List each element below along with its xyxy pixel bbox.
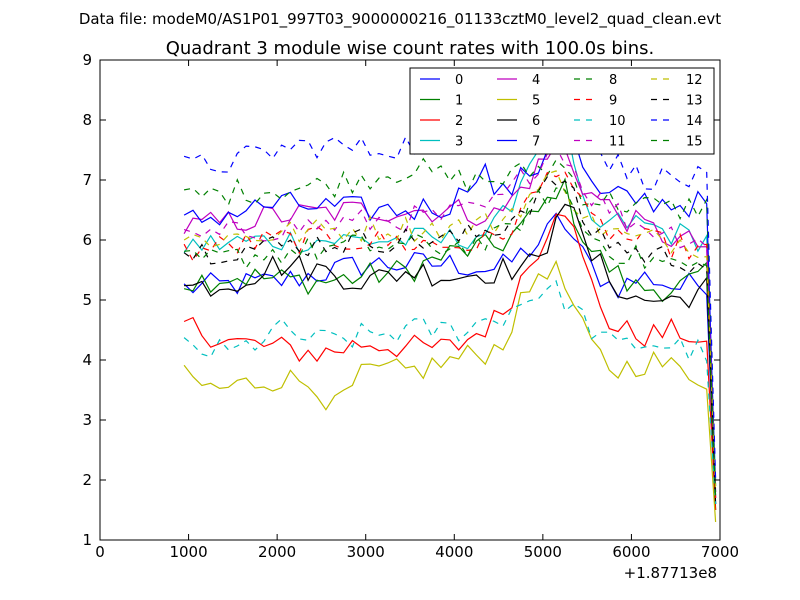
legend-label-11: 11 [609, 135, 626, 150]
legend-label-9: 9 [609, 94, 617, 109]
x-tick-label: 5000 [524, 543, 562, 561]
x-offset-label: +1.87713e8 [624, 564, 717, 582]
series-line-7 [183, 122, 717, 499]
x-tick-label: 2000 [258, 543, 296, 561]
series-line-3 [183, 94, 717, 481]
series-line-1 [183, 177, 717, 511]
legend-label-4: 4 [532, 73, 540, 88]
series-line-9 [183, 171, 717, 499]
legend-label-5: 5 [532, 94, 540, 109]
legend-box [409, 67, 715, 155]
legend-label-6: 6 [532, 114, 540, 129]
series-line-12 [183, 170, 717, 493]
legend-label-15: 15 [686, 135, 703, 150]
series-line-0 [183, 212, 717, 505]
legend-label-12: 12 [686, 73, 703, 88]
series-line-8 [183, 157, 717, 487]
y-tick-label: 3 [82, 411, 92, 429]
series-line-15 [184, 187, 717, 499]
series-line-6 [184, 203, 717, 505]
y-tick-label: 7 [82, 171, 92, 189]
y-tick-label: 4 [82, 351, 92, 369]
series-line-2 [183, 213, 717, 511]
y-tick-label: 2 [82, 471, 92, 489]
x-tick-label: 0 [95, 543, 105, 561]
series-line-14 [183, 84, 717, 481]
series-line-5 [183, 259, 717, 523]
legend-label-7: 7 [532, 135, 540, 150]
series-line-10 [183, 279, 717, 505]
series-layer [183, 84, 717, 523]
y-tick-label: 6 [82, 231, 92, 249]
x-tick-label: 7000 [701, 543, 739, 561]
legend-label-1: 1 [455, 94, 463, 109]
x-tick-label: 6000 [612, 543, 650, 561]
legend-label-3: 3 [455, 135, 463, 150]
legend-label-10: 10 [609, 114, 626, 129]
legend-label-0: 0 [455, 73, 463, 88]
y-tick-label: 1 [82, 531, 92, 549]
y-tick-label: 9 [82, 51, 92, 69]
legend-label-14: 14 [686, 114, 703, 129]
chart-suptitle: Data file: modeM0/AS1P01_997T03_90000002… [79, 10, 721, 29]
legend-label-2: 2 [455, 114, 463, 129]
y-tick-label: 8 [82, 111, 92, 129]
x-tick-label: 3000 [347, 543, 385, 561]
legend-label-8: 8 [609, 73, 617, 88]
series-line-13 [183, 175, 717, 499]
chart-title: Quadrant 3 module wise count rates with … [166, 38, 655, 59]
y-tick-label: 5 [82, 291, 92, 309]
legend-label-13: 13 [686, 94, 703, 109]
x-tick-label: 1000 [169, 543, 207, 561]
series-line-4 [183, 143, 717, 493]
x-tick-label: 4000 [435, 543, 473, 561]
